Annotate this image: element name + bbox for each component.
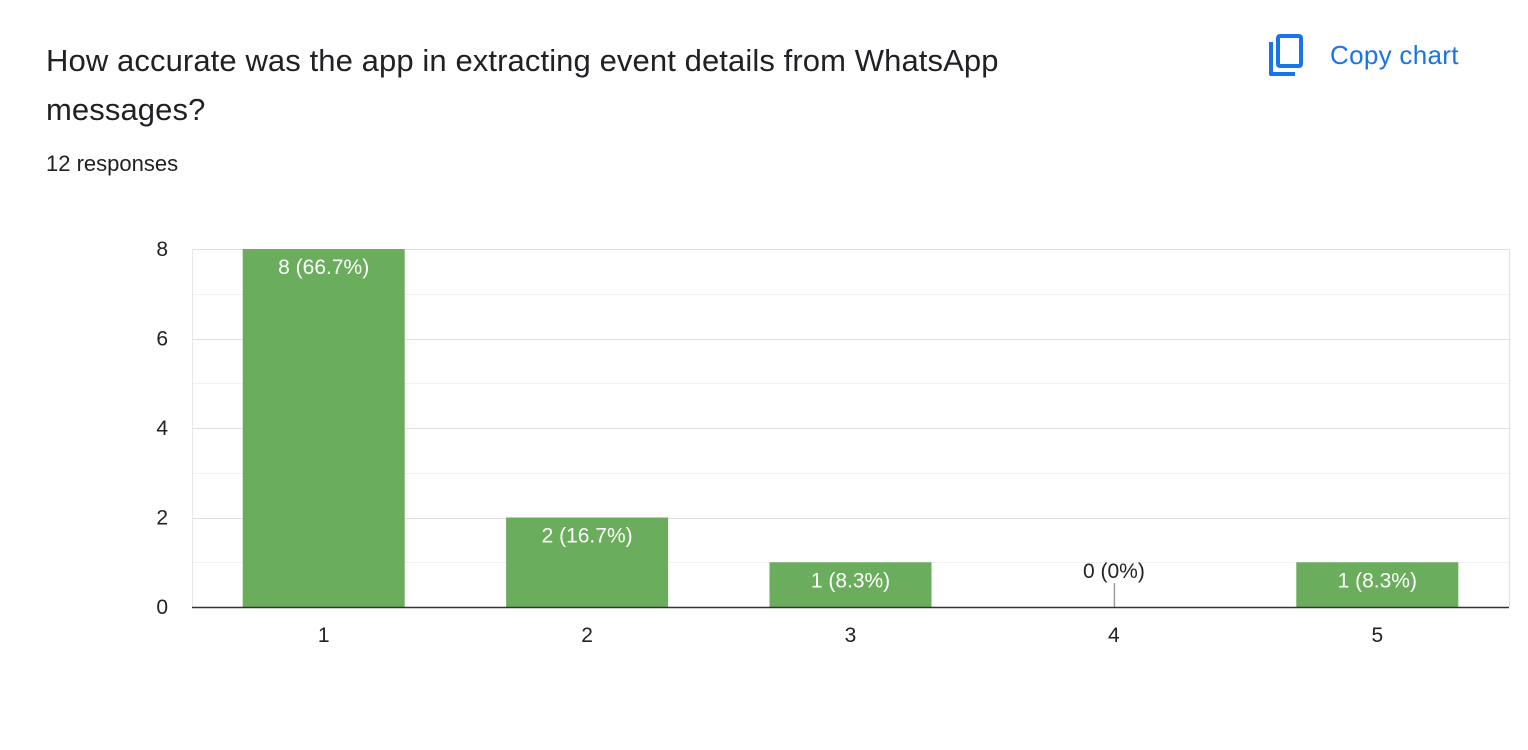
x-tick-label: 2 bbox=[581, 624, 593, 647]
x-tick-label: 4 bbox=[1108, 624, 1120, 647]
x-tick-label: 3 bbox=[845, 624, 857, 647]
question-title: How accurate was the app in extracting e… bbox=[46, 43, 999, 127]
copy-icon bbox=[1269, 34, 1303, 76]
y-tick-label: 4 bbox=[156, 417, 168, 440]
bar[interactable] bbox=[506, 517, 669, 608]
y-tick-label: 8 bbox=[156, 238, 168, 261]
bar[interactable] bbox=[1296, 562, 1459, 607]
copy-chart-label: Copy chart bbox=[1330, 39, 1459, 70]
x-tick-label: 5 bbox=[1371, 624, 1383, 647]
bar-data-label: 0 (0%) bbox=[1083, 560, 1145, 583]
bar-data-label: 1 (8.3%) bbox=[811, 569, 890, 592]
bar-data-label: 1 (8.3%) bbox=[1338, 569, 1417, 592]
bar-data-label: 2 (16.7%) bbox=[542, 525, 633, 548]
x-tick-label: 1 bbox=[318, 624, 330, 647]
bar[interactable] bbox=[242, 249, 405, 607]
bar-data-label: 8 (66.7%) bbox=[278, 256, 369, 279]
bar[interactable] bbox=[769, 562, 932, 607]
y-tick-label: 6 bbox=[156, 328, 168, 351]
y-tick-label: 0 bbox=[156, 596, 168, 619]
copy-chart-button[interactable]: Copy chart bbox=[1262, 30, 1465, 80]
response-count: 12 responses bbox=[46, 151, 179, 176]
y-tick-label: 2 bbox=[156, 507, 168, 530]
